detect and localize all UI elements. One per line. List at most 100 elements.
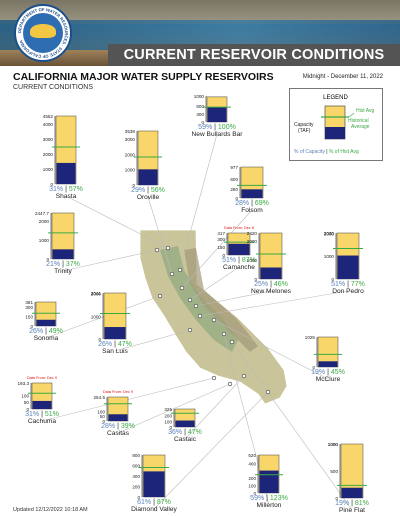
reservoir-dot-casitas [227, 381, 233, 387]
leader-line-oroville [147, 196, 173, 275]
percent-row-sonoma: 26% | 49% [29, 328, 63, 335]
capacity-label-trinity: 2447.7 [35, 211, 49, 216]
tick-label-camanche: 0 [222, 253, 225, 258]
tick-label-new-melones: 0 [254, 277, 257, 282]
reservoir-name-cachuma: Cachuma [28, 418, 57, 425]
pct-hist-don-pedro: 77% [351, 281, 365, 288]
percent-row-camanche: 51% | 87% [222, 257, 256, 264]
legend-taf-label: (TAF) [298, 128, 311, 134]
tick-label-don-pedro: 0 [331, 277, 334, 282]
updated-timestamp: Updated 12/12/2022 10:18 AM [13, 507, 88, 513]
capacity-label-oroville: 3538 [125, 129, 136, 134]
tick-label-new-bullards-bar: 0 [201, 120, 204, 125]
tick-label-san-luis: 0 [98, 337, 101, 342]
legend-storage-bar [325, 127, 345, 139]
reservoir-dots [154, 245, 271, 395]
tick-label-san-luis: 2000 [91, 292, 102, 297]
leader-line-trinity [62, 249, 158, 272]
capacity-label-sonoma: 381 [25, 300, 33, 305]
tick-label-new-melones: 1000 [247, 258, 258, 263]
reservoir-name-pine-flat: Pine Flat [339, 507, 365, 514]
leader-line-mcclure [213, 319, 329, 380]
tick-label-diamond-valley: 0 [137, 495, 140, 500]
pct-separator-castaic: | [182, 429, 188, 436]
legend-title: LEGEND [323, 95, 348, 101]
percent-row-trinity: 21% | 37% [46, 261, 80, 268]
reservoir-name-millerton: Millerton [257, 502, 282, 509]
pct-hist-cachuma: 51% [45, 411, 59, 418]
tick-label-shasta: 1000 [43, 167, 54, 172]
pct-capacity-folsom: 28% [235, 200, 249, 207]
reservoir-dot-cachuma [211, 375, 217, 381]
legend-box: LEGEND Capacity (TAF) Hist Avg Historica… [289, 88, 383, 161]
tick-label-castaic: 200 [164, 414, 172, 419]
reservoir-name-trinity: Trinity [54, 268, 72, 275]
tick-label-camanche: 150 [217, 245, 225, 250]
pct-hist-trinity: 37% [66, 261, 80, 268]
pct-separator-cachuma: | [39, 411, 45, 418]
pct-hist-pine-flat: 81% [355, 500, 369, 507]
page-subtitle: CURRENT CONDITIONS [13, 84, 93, 91]
percent-row-castaic: 36% | 47% [168, 429, 202, 436]
pct-hist-diamond-valley: 87% [157, 499, 171, 506]
leader-line-diamond-valley [153, 391, 269, 510]
tick-label-millerton: 0 [253, 491, 256, 496]
pct-capacity-castaic: 36% [168, 429, 182, 436]
legend-average-label: Average [351, 124, 370, 130]
pct-capacity-casitas: 28% [101, 423, 115, 430]
header-banner: CURRENT RESERVOIR CONDITIONS DEPARTMENT … [0, 0, 400, 66]
tick-label-don-pedro: 1000 [324, 254, 335, 259]
dwr-seal-logo: DEPARTMENT OF WATER RESOURCES · STATE OF… [14, 4, 72, 62]
tick-label-casitas: 100 [97, 409, 105, 414]
legend-percent-row: % of Capacity | % of Hist Avg [294, 149, 359, 155]
reservoir-name-castaic: Castaic [174, 436, 197, 443]
tick-label-mcclure: 0 [312, 365, 315, 370]
tick-label-folsom: 0 [235, 196, 238, 201]
reservoir-name-new-melones: New Melones [251, 288, 292, 295]
capacity-label-castaic: 325 [164, 407, 172, 412]
storage-bar-oroville [138, 169, 158, 185]
tick-label-shasta: 0 [50, 182, 53, 187]
storage-bar-shasta [56, 162, 76, 184]
tick-label-cachuma: 0 [26, 407, 29, 412]
tick-label-pine-flat: 1000 [328, 442, 339, 447]
tick-label-new-melones: 2000 [247, 239, 258, 244]
percent-row-new-melones: 25% | 46% [254, 281, 288, 288]
reservoir-dot-don-pedro [197, 313, 203, 319]
tick-label-new-bullards-bar: 600 [196, 104, 204, 109]
tick-label-castaic: 100 [164, 419, 172, 424]
leader-line-san-luis [114, 329, 191, 352]
tick-label-shasta: 2000 [43, 152, 54, 157]
tick-label-new-bullards-bar: 300 [196, 112, 204, 117]
pct-separator-mcclure: | [325, 369, 331, 376]
california-map [139, 229, 288, 405]
capacity-label-new-melones: 2420 [247, 231, 258, 236]
tick-label-millerton: 400 [248, 462, 256, 467]
reservoir-dot-camanche [187, 297, 193, 303]
pct-separator-san-luis: | [112, 341, 118, 348]
capacity-label-new-bullards-bar: 1000 [194, 94, 205, 99]
tick-label-castaic: 0 [169, 425, 172, 430]
tick-label-shasta: 4000 [43, 122, 54, 127]
legend-hist-pointer [348, 112, 355, 118]
storage-bar-pine-flat [341, 487, 363, 498]
reservoir-dot-san-luis [187, 327, 193, 333]
leader-line-don-pedro [199, 290, 349, 317]
tick-label-diamond-valley: 400 [132, 474, 140, 479]
pct-hist-san-luis: 47% [118, 341, 132, 348]
tick-label-folsom: 600 [230, 177, 238, 182]
pct-separator-new-melones: | [268, 281, 274, 288]
legend-sample-gauge [321, 105, 355, 140]
pct-capacity-cachuma: 31% [25, 411, 39, 418]
pct-capacity-diamond-valley: 61% [137, 499, 151, 506]
report-date: Midnight - December 11, 2022 [302, 74, 383, 80]
pct-capacity-trinity: 21% [46, 261, 60, 268]
reservoir-dot-shasta [165, 245, 171, 251]
tick-label-diamond-valley: 600 [132, 464, 140, 469]
legend-separator: | [326, 149, 328, 155]
reservoir-dot-trinity [154, 247, 160, 253]
pct-separator-trinity: | [60, 261, 66, 268]
tick-label-sonoma: 0 [30, 324, 33, 329]
tick-label-sonoma: 150 [25, 314, 33, 319]
